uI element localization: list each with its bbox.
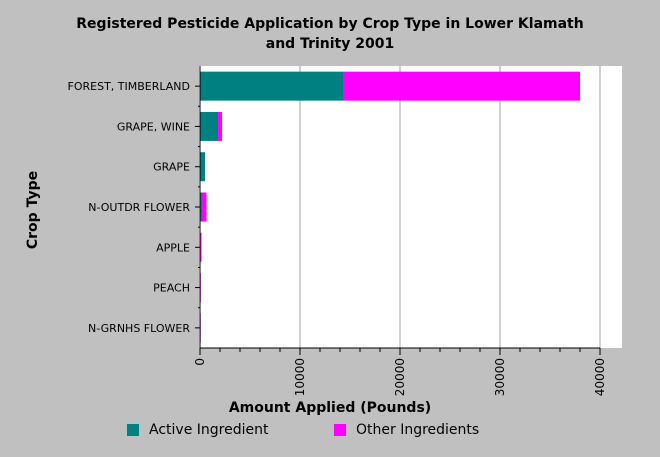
bar-active-2 bbox=[200, 152, 205, 182]
x-tick-label-2: 20000 bbox=[393, 358, 407, 396]
chart-title-line-2: and Trinity 2001 bbox=[265, 36, 395, 52]
bar-active-1 bbox=[200, 111, 218, 141]
category-label-6: N-GRNHS FLOWER bbox=[88, 322, 190, 335]
legend-swatch-active-ingredient bbox=[127, 424, 139, 436]
bar-other-3 bbox=[202, 192, 207, 222]
x-tick-label-1: 10000 bbox=[293, 358, 307, 396]
plot-area bbox=[199, 66, 622, 348]
x-axis-title: Amount Applied (Pounds) bbox=[228, 400, 432, 416]
category-label-1: GRAPE, WINE bbox=[117, 120, 190, 133]
bar-other-4 bbox=[200, 232, 202, 262]
category-label-2: GRAPE bbox=[153, 161, 190, 174]
bar-other-1 bbox=[218, 111, 222, 141]
category-label-0: FOREST, TIMBERLAND bbox=[68, 80, 190, 93]
legend-label-active-ingredient: Active Ingredient bbox=[149, 422, 269, 438]
chart-title-line-1: Registered Pesticide Application by Crop… bbox=[76, 16, 584, 32]
chart-title: Registered Pesticide Application by Crop… bbox=[0, 14, 660, 54]
axes bbox=[195, 66, 601, 355]
bars bbox=[200, 71, 580, 343]
category-label-3: N-OUTDR FLOWER bbox=[88, 201, 190, 214]
category-label-5: PEACH bbox=[153, 282, 190, 295]
x-tick-label-3: 30000 bbox=[493, 358, 507, 396]
x-tick-label-0: 0 bbox=[193, 358, 207, 366]
category-label-4: APPLE bbox=[156, 241, 190, 254]
tick-labels: FOREST, TIMBERLAND GRAPE, WINE GRAPE N-OUTD… bbox=[68, 80, 607, 396]
legend-swatch-other-ingredients bbox=[334, 424, 346, 436]
bar-other-0 bbox=[343, 71, 580, 101]
y-axis-title: Crop Type bbox=[25, 170, 41, 250]
x-tick-label-4: 40000 bbox=[593, 358, 607, 396]
grid-lines bbox=[299, 66, 601, 348]
bar-active-0 bbox=[200, 71, 343, 101]
legend-label-other-ingredients: Other Ingredients bbox=[356, 422, 480, 438]
bar-active-3 bbox=[200, 192, 202, 222]
